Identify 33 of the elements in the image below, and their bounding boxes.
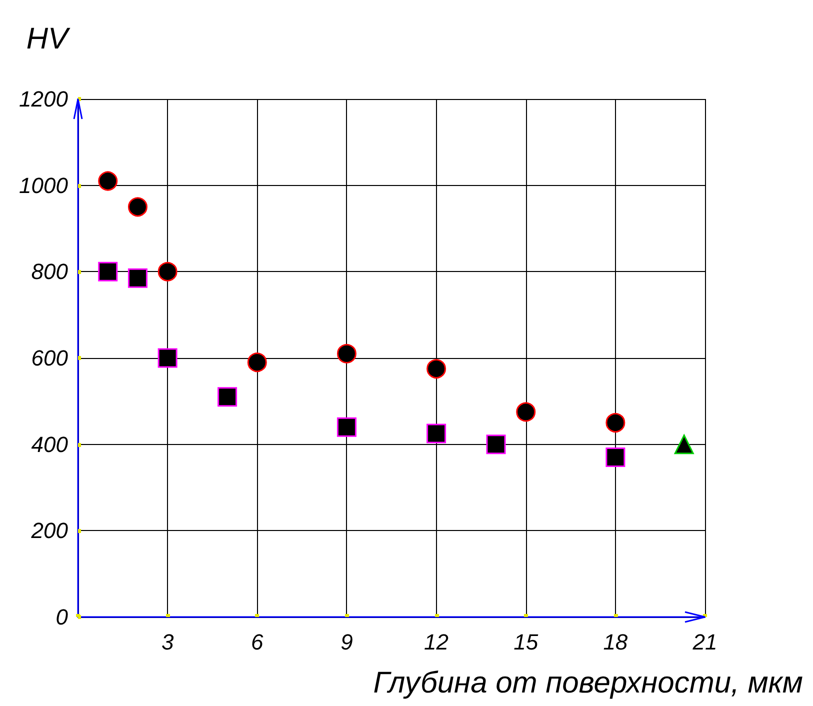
point [218, 387, 238, 407]
point [606, 448, 626, 468]
y-axis-title: HV [26, 22, 71, 56]
y-tick-label: 400 [31, 432, 69, 457]
point [158, 262, 178, 282]
x-tick-label: 9 [340, 630, 353, 654]
point [426, 359, 446, 379]
point [486, 434, 506, 454]
point [98, 171, 118, 191]
point [606, 413, 626, 432]
x-tick-label: 12 [424, 630, 449, 654]
y-tick-label: 1000 [19, 172, 69, 198]
x-tick-label: 6 [251, 630, 264, 654]
x-tick-label: 18 [603, 630, 628, 654]
point [158, 348, 178, 368]
point [426, 424, 446, 444]
y-tick-label: 200 [30, 518, 69, 544]
x-tick-label: 3 [161, 630, 174, 654]
point [674, 434, 694, 454]
x-tick-label: 21 [692, 630, 718, 654]
point [516, 402, 536, 422]
point [128, 268, 148, 288]
x-axis-title: Глубина от поверхности, мкм [373, 666, 804, 700]
point [128, 197, 148, 217]
y-tick-label: 800 [31, 259, 69, 284]
x-tick-label: 15 [514, 630, 539, 654]
point [247, 352, 267, 372]
point [336, 417, 356, 437]
y-tick-label: 0 [56, 604, 69, 630]
point [336, 344, 356, 364]
y-tick-label: 600 [31, 346, 69, 370]
y-tick-label: 1200 [19, 86, 69, 112]
point [98, 262, 118, 282]
